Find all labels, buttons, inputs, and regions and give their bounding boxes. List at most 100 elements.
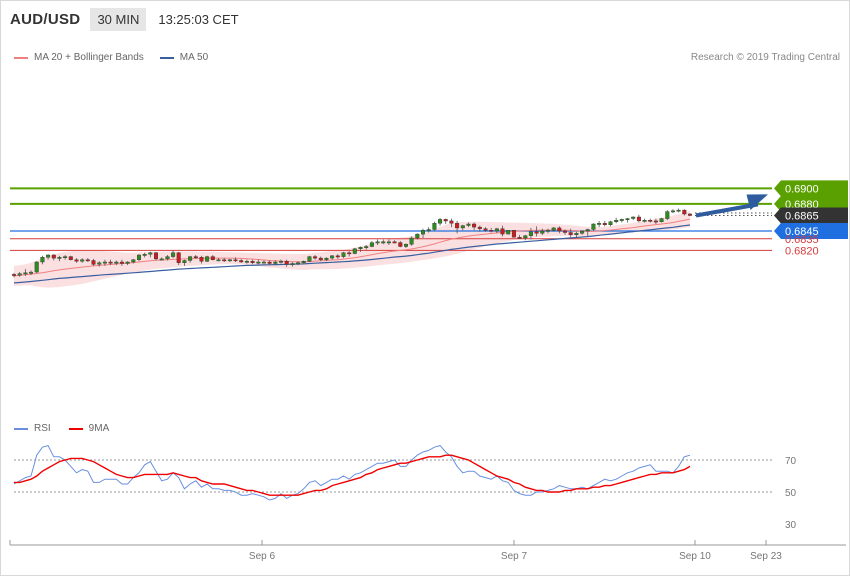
candle-body (682, 209, 687, 215)
candle (432, 221, 437, 231)
candle-body (307, 256, 312, 262)
candle (369, 241, 374, 248)
candle-body (449, 220, 454, 224)
candle-body (216, 259, 221, 262)
symbol-title: AUD/USD (10, 10, 81, 28)
candle-body (51, 254, 56, 259)
rsi-ma-line (14, 454, 691, 496)
rsi-ma-legend-label: 9MA (88, 423, 110, 434)
candle-body (614, 219, 619, 222)
candle (290, 262, 295, 267)
candle-body (352, 248, 357, 254)
candle (108, 259, 113, 266)
candle-body (551, 227, 556, 231)
candle-body (404, 243, 409, 247)
candle (11, 272, 16, 278)
candle (540, 228, 545, 235)
candle (193, 255, 198, 259)
candle-body (460, 225, 465, 229)
candle-body (466, 223, 471, 226)
level-tag-0-6865 (774, 207, 848, 224)
candle-body (102, 261, 107, 264)
candle-body (546, 229, 551, 232)
candle-body (188, 256, 193, 261)
candle (483, 227, 488, 232)
candle-body (171, 252, 176, 257)
candle-body (136, 254, 141, 260)
candle-body (517, 236, 522, 239)
candle-body (688, 213, 693, 216)
candle (438, 217, 443, 226)
candle-body (227, 259, 232, 262)
candle (421, 228, 426, 238)
candle-body (239, 260, 244, 263)
candle-body (443, 219, 448, 222)
candle-body (68, 256, 73, 260)
candle (244, 259, 249, 264)
candle-body (415, 233, 420, 239)
candle (324, 257, 329, 262)
candle-body (455, 223, 460, 229)
candle (199, 255, 204, 264)
candle (80, 258, 85, 263)
candle (375, 239, 380, 245)
candle-body (250, 261, 255, 263)
candle (119, 259, 124, 266)
level-tag-0-6845 (774, 223, 848, 239)
candle (91, 258, 96, 266)
candle-body (159, 258, 164, 261)
candle (585, 228, 590, 237)
candle (222, 258, 227, 262)
candle (17, 272, 22, 277)
candle (597, 220, 602, 228)
candle-body (330, 255, 335, 259)
candle-body (193, 256, 198, 259)
candle-body (114, 261, 119, 264)
candle (659, 217, 664, 223)
candle (404, 243, 409, 249)
candles (11, 208, 693, 278)
timestamp: 13:25:03 CET (158, 11, 239, 27)
candle (273, 260, 278, 266)
candle-body (369, 242, 374, 247)
candle (279, 259, 284, 264)
candle (261, 260, 266, 264)
candle-body (477, 226, 482, 229)
candle (631, 216, 636, 221)
candle-body (205, 256, 210, 262)
candle (313, 255, 318, 260)
candle-body (210, 256, 215, 260)
candle-body (85, 259, 90, 262)
candle (296, 261, 301, 266)
candle-body (108, 261, 113, 264)
candle-body (580, 230, 585, 234)
candle (460, 224, 465, 231)
candle (29, 270, 34, 276)
candle-body (534, 231, 539, 234)
timeframe-badge[interactable]: 30 MIN (90, 7, 147, 31)
candle (625, 217, 630, 223)
candle (216, 258, 221, 262)
time-axis: Sep 6 Sep 7 Sep 10 Sep 23 (9, 540, 846, 562)
candle (500, 225, 505, 237)
candle-body (585, 229, 590, 232)
candle-body (426, 229, 431, 231)
candle (381, 239, 386, 245)
candle (688, 213, 693, 217)
rsi-legend: RSI 9MA (14, 423, 127, 434)
candle (619, 218, 624, 223)
candle-body (91, 260, 96, 265)
candle (102, 259, 107, 266)
candle-body (335, 255, 340, 258)
candle-body (364, 246, 369, 248)
candle-body (409, 237, 414, 245)
rsi-legend-label: RSI (34, 423, 51, 434)
candle (614, 217, 619, 224)
ma50-swatch (159, 56, 174, 59)
candle (580, 230, 585, 235)
candle (97, 261, 102, 267)
candle-body (631, 216, 636, 219)
candle-body (125, 261, 130, 264)
candle-body (284, 261, 289, 265)
